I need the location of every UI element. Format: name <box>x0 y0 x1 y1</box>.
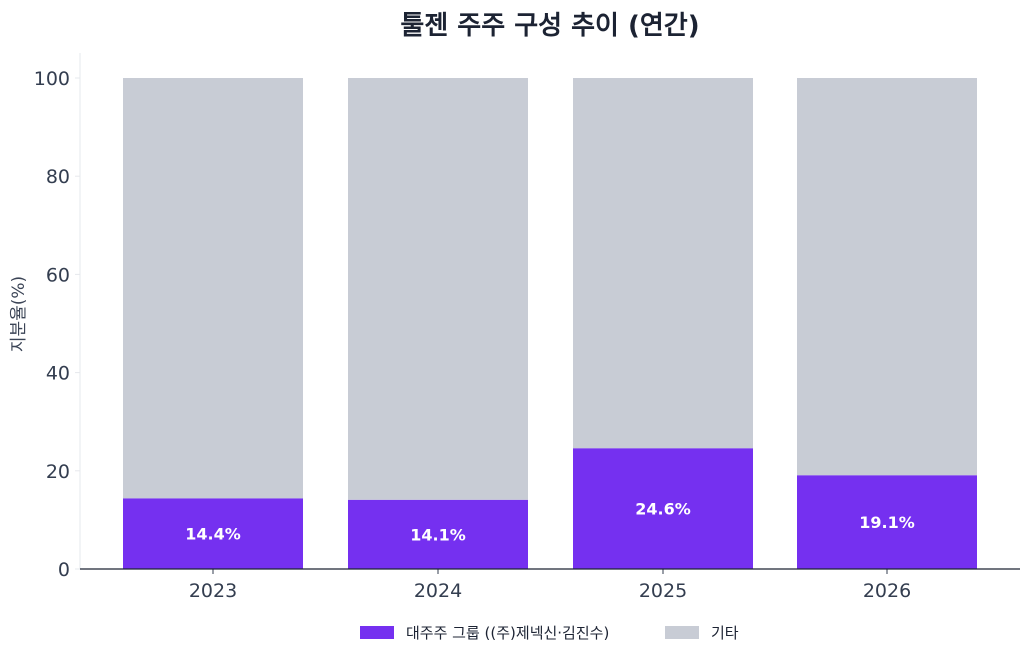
legend-label-2: 기타 <box>711 624 739 642</box>
bar-2026-series-1 <box>797 475 977 569</box>
data-label-2026: 19.1% <box>859 513 915 532</box>
x-tick-label: 2025 <box>639 580 687 602</box>
bar-2023-series-2 <box>123 78 303 499</box>
legend-swatch-1 <box>360 626 394 639</box>
bar-2024-series-1 <box>348 499 528 569</box>
legend-swatch-2 <box>665 626 699 639</box>
x-tick-labels: 2023 2024 2025 2026 <box>189 569 911 602</box>
legend: 대주주 그룹 ((주)제넥신·김진수) 기타 <box>360 624 739 642</box>
x-tick-label: 2026 <box>863 580 911 602</box>
chart-title: 툴젠 주주 구성 추이 (연간) <box>400 11 699 41</box>
y-axis-label: 지분율(%) <box>9 276 29 352</box>
bar-2024-series-2 <box>348 78 528 500</box>
bars-group: 14.4% 14.1% 24.6% 19.1% <box>123 78 977 569</box>
bar-2026-series-2 <box>797 78 977 476</box>
x-tick-label: 2024 <box>414 580 462 602</box>
bar-2025-series-2 <box>573 78 753 449</box>
y-tick-label: 60 <box>46 264 70 286</box>
bar-2025-series-1 <box>573 448 753 569</box>
bar-2023-series-1 <box>123 498 303 569</box>
y-tick-label: 100 <box>34 68 70 90</box>
data-label-2023: 14.4% <box>185 525 241 544</box>
y-tick-label: 80 <box>46 166 70 188</box>
legend-label-1: 대주주 그룹 ((주)제넥신·김진수) <box>406 624 609 642</box>
y-tick-label: 40 <box>46 363 70 385</box>
x-tick-label: 2023 <box>189 580 237 602</box>
y-tick-labels: 0 20 40 60 80 100 <box>34 68 80 581</box>
data-label-2024: 14.1% <box>410 525 466 544</box>
y-tick-label: 0 <box>58 559 70 581</box>
data-label-2025: 24.6% <box>635 500 691 519</box>
y-tick-label: 20 <box>46 461 70 483</box>
